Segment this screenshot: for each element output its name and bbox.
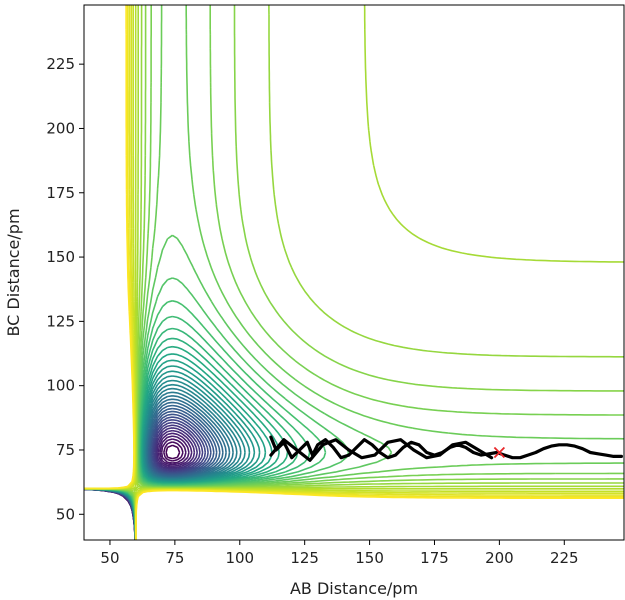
y-tick-label: 100 bbox=[46, 377, 75, 395]
x-tick-label: 225 bbox=[550, 549, 579, 567]
y-tick-label: 125 bbox=[46, 312, 75, 330]
x-tick-label: 150 bbox=[355, 549, 384, 567]
x-tick-label: 175 bbox=[420, 549, 449, 567]
x-tick-label: 100 bbox=[225, 549, 254, 567]
y-tick-label: 175 bbox=[46, 184, 75, 202]
x-axis-label: AB Distance/pm bbox=[290, 579, 418, 598]
y-tick-label: 50 bbox=[56, 505, 75, 523]
y-tick-label: 75 bbox=[56, 441, 75, 459]
x-tick-label: 75 bbox=[165, 549, 184, 567]
y-tick-label: 200 bbox=[46, 119, 75, 137]
y-tick-label: 225 bbox=[46, 55, 75, 73]
y-tick-label: 150 bbox=[46, 248, 75, 266]
x-tick-label: 50 bbox=[100, 549, 119, 567]
x-tick-label: 200 bbox=[485, 549, 514, 567]
y-axis-label: BC Distance/pm bbox=[4, 208, 23, 336]
x-tick-label: 125 bbox=[290, 549, 319, 567]
